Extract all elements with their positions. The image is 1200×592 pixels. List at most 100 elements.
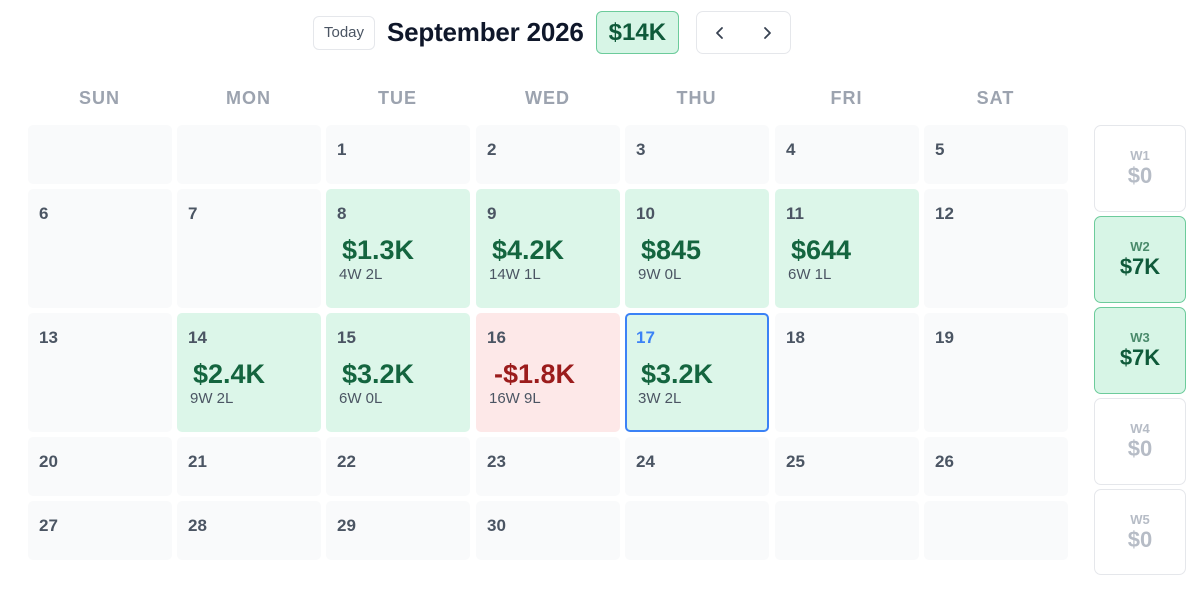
day-number: 12	[935, 204, 954, 223]
day-cell-2[interactable]: 2	[476, 125, 620, 184]
day-cell-30[interactable]: 30	[476, 501, 620, 560]
day-number: 25	[786, 452, 805, 471]
day-number: 18	[786, 328, 805, 347]
day-number: 3	[636, 140, 646, 159]
week-total-card-w1[interactable]: W1 $0	[1094, 125, 1186, 212]
day-pnl: -$1.8K	[494, 359, 576, 389]
week-total-value: $7K	[1119, 345, 1161, 370]
week-total-value: $0	[1127, 527, 1153, 552]
day-number: 27	[39, 516, 58, 535]
day-cell-7[interactable]: 7	[177, 189, 321, 308]
day-pnl: $644	[791, 235, 852, 265]
day-win-loss-record: 3W 2L	[638, 390, 682, 407]
day-number: 15	[337, 328, 356, 347]
day-cell-28[interactable]: 28	[177, 501, 321, 560]
day-number: 20	[39, 452, 58, 471]
weekday-thu: THU	[676, 88, 717, 108]
day-number: 8	[337, 204, 347, 223]
month-title: September 2026	[387, 17, 584, 47]
day-cell-14[interactable]: 14 $2.4K 9W 2L	[177, 313, 321, 432]
day-number: 11	[786, 204, 804, 223]
week-total-value: $7K	[1119, 254, 1161, 279]
day-cell-20[interactable]: 20	[28, 437, 172, 496]
day-cell-18[interactable]: 18	[775, 313, 919, 432]
day-cell-3[interactable]: 3	[625, 125, 769, 184]
month-total-badge: $14K	[595, 11, 680, 54]
day-cell-8[interactable]: 8 $1.3K 4W 2L	[326, 189, 470, 308]
weekday-mon: MON	[226, 88, 271, 108]
day-number: 14	[188, 328, 207, 347]
empty-day-cell	[28, 125, 172, 184]
day-cell-4[interactable]: 4	[775, 125, 919, 184]
day-pnl: $3.2K	[342, 359, 415, 389]
day-cell-9[interactable]: 9 $4.2K 14W 1L	[476, 189, 620, 308]
day-pnl: $3.2K	[641, 359, 714, 389]
next-month-button[interactable]	[747, 15, 787, 51]
day-cell-12[interactable]: 12	[924, 189, 1068, 308]
today-button[interactable]: Today	[313, 15, 375, 50]
previous-month-button[interactable]	[700, 15, 740, 51]
day-cell-21[interactable]: 21	[177, 437, 321, 496]
day-pnl: $1.3K	[342, 235, 415, 265]
empty-day-cell	[924, 501, 1068, 560]
week-total-card-w2[interactable]: W2 $7K	[1094, 216, 1186, 303]
weekday-tue: TUE	[378, 88, 417, 108]
week-total-card-w5[interactable]: W5 $0	[1094, 489, 1186, 575]
day-cell-10[interactable]: 10 $845 9W 0L	[625, 189, 769, 308]
day-number: 4	[786, 140, 796, 159]
day-cell-15[interactable]: 15 $3.2K 6W 0L	[326, 313, 470, 432]
day-cell-16[interactable]: 16 -$1.8K 16W 9L	[476, 313, 620, 432]
week-label: W3	[1130, 330, 1150, 345]
day-pnl: $2.4K	[193, 359, 266, 389]
day-pnl: $4.2K	[492, 235, 565, 265]
day-number: 21	[188, 452, 207, 471]
week-label: W4	[1130, 421, 1150, 436]
week-label: W2	[1130, 239, 1150, 254]
day-number: 22	[337, 452, 356, 471]
day-cell-23[interactable]: 23	[476, 437, 620, 496]
weekday-sun: SUN	[78, 88, 120, 108]
empty-day-cell	[625, 501, 769, 560]
day-win-loss-record: 16W 9L	[489, 390, 541, 407]
day-win-loss-record: 6W 0L	[339, 390, 383, 407]
week-total-value: $0	[1127, 436, 1153, 461]
day-cell-13[interactable]: 13	[28, 313, 172, 432]
day-number: 6	[39, 204, 49, 223]
day-number: 16	[487, 328, 506, 347]
week-total-value: $0	[1127, 163, 1153, 188]
month-navigation	[696, 11, 792, 54]
day-cell-1[interactable]: 1	[326, 125, 470, 184]
empty-day-cell	[177, 125, 321, 184]
day-number: 5	[935, 140, 945, 159]
day-cell-29[interactable]: 29	[326, 501, 470, 560]
day-number: 29	[337, 516, 356, 535]
day-win-loss-record: 9W 0L	[638, 266, 682, 283]
week-total-card-w3[interactable]: W3 $7K	[1094, 307, 1186, 394]
day-number: 9	[487, 204, 497, 223]
day-number: 23	[487, 452, 506, 471]
day-cell-19[interactable]: 19	[924, 313, 1068, 432]
day-cell-25[interactable]: 25	[775, 437, 919, 496]
weekday-wed: WED	[525, 88, 570, 108]
calendar-header: Today September 2026 $14K	[313, 11, 792, 54]
day-number: 30	[487, 516, 506, 535]
empty-day-cell	[775, 501, 919, 560]
day-pnl: $845	[641, 235, 702, 265]
weekday-fri: FRI	[830, 88, 863, 108]
day-cell-5[interactable]: 5	[924, 125, 1068, 184]
day-number: 7	[188, 204, 198, 223]
day-cell-27[interactable]: 27	[28, 501, 172, 560]
day-cell-11[interactable]: 11 $644 6W 1L	[775, 189, 919, 308]
day-cell-17[interactable]: 17 $3.2K 3W 2L	[625, 313, 769, 432]
day-cell-24[interactable]: 24	[625, 437, 769, 496]
week-label: W1	[1130, 148, 1150, 163]
day-number: 1	[337, 140, 347, 159]
week-total-card-w4[interactable]: W4 $0	[1094, 398, 1186, 485]
day-number: 2	[487, 140, 497, 159]
day-win-loss-record: 6W 1L	[788, 266, 832, 283]
day-win-loss-record: 14W 1L	[489, 266, 541, 283]
day-cell-22[interactable]: 22	[326, 437, 470, 496]
day-cell-26[interactable]: 26	[924, 437, 1068, 496]
chevron-right-icon	[763, 26, 771, 39]
day-cell-6[interactable]: 6	[28, 189, 172, 308]
